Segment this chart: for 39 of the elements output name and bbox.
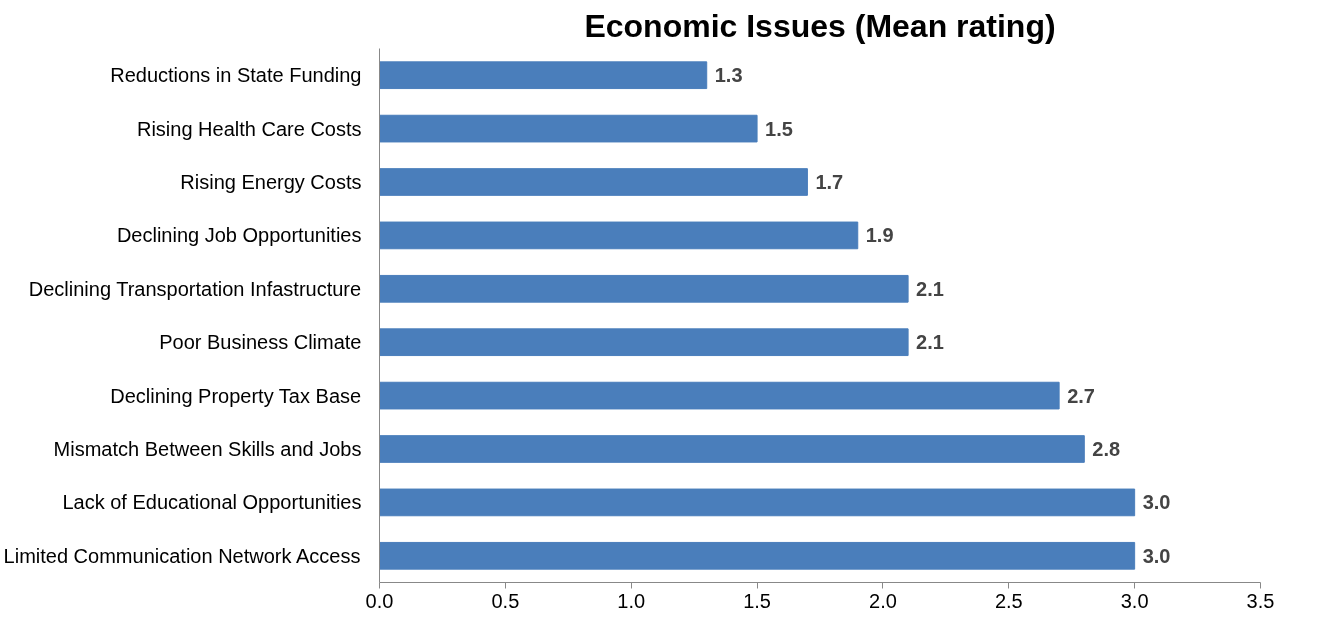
bar bbox=[379, 435, 1085, 463]
y-tick-label: Poor Business Climate bbox=[159, 331, 362, 354]
data-label: 2.8 bbox=[1092, 438, 1121, 460]
data-label: 2.1 bbox=[916, 331, 944, 354]
x-tick-label: 2.5 bbox=[994, 589, 1023, 612]
bar bbox=[379, 541, 1136, 570]
data-label: 3.0 bbox=[1142, 491, 1171, 514]
x-tick-label: 2.0 bbox=[869, 589, 897, 612]
y-tick-label: Rising Energy Costs bbox=[180, 171, 362, 193]
bar bbox=[379, 168, 808, 196]
y-tick-label: Mismatch Between Skills and Jobs bbox=[53, 438, 362, 460]
x-tick-label: 1.5 bbox=[743, 589, 771, 612]
data-label: 1.5 bbox=[765, 117, 793, 140]
bar bbox=[379, 381, 1060, 410]
bar bbox=[379, 221, 859, 250]
bar bbox=[379, 274, 909, 303]
data-label: 1.9 bbox=[865, 224, 894, 247]
bar bbox=[379, 328, 909, 357]
y-tick-label: Reductions in State Funding bbox=[110, 64, 362, 87]
y-tick-label: Declining Job Opportunities bbox=[116, 224, 362, 247]
x-tick-label: 3.0 bbox=[1120, 589, 1149, 612]
data-label: 1.3 bbox=[714, 64, 743, 87]
chart-title: Economic Issues (Mean rating) bbox=[584, 7, 1056, 44]
y-tick-label: Lack of Educational Opportunities bbox=[62, 491, 362, 514]
data-label: 1.7 bbox=[815, 171, 844, 193]
bar bbox=[379, 488, 1136, 517]
y-tick-label: Declining Property Tax Base bbox=[110, 384, 362, 407]
y-tick-label: Limited Communication Network Access bbox=[3, 544, 361, 567]
x-tick-label: 0.5 bbox=[491, 589, 520, 612]
data-label: 2.1 bbox=[916, 277, 944, 300]
data-label: 3.0 bbox=[1142, 544, 1171, 567]
x-tick-label: 3.5 bbox=[1246, 589, 1275, 612]
y-tick-label: Rising Health Care Costs bbox=[136, 117, 362, 140]
x-tick-label: 1.0 bbox=[617, 589, 646, 612]
y-tick-label: Declining Transportation Infastructure bbox=[28, 277, 362, 300]
bar bbox=[379, 61, 708, 90]
data-label: 2.7 bbox=[1067, 384, 1095, 407]
x-tick-label: 0.0 bbox=[365, 589, 394, 612]
bar bbox=[379, 114, 758, 143]
